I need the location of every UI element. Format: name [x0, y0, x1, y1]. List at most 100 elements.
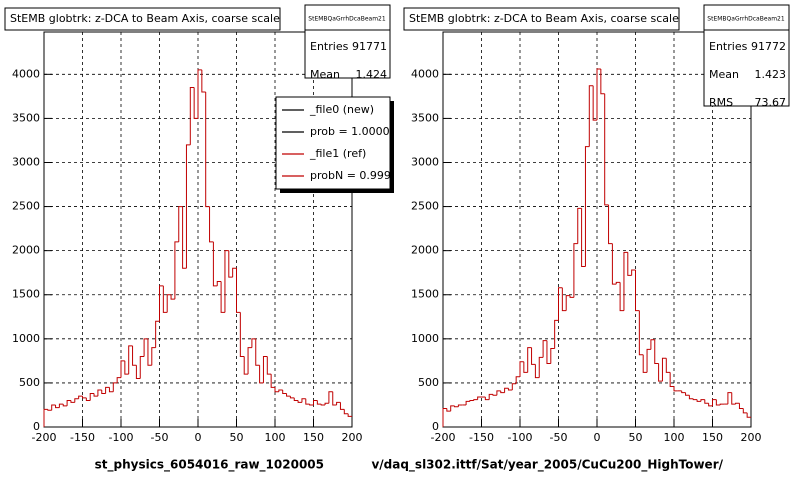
- histogram-bin: [558, 287, 563, 321]
- y-tick-label: 500: [19, 376, 40, 389]
- histogram-bin: [147, 338, 152, 366]
- legend-label: _file0 (new): [309, 103, 374, 116]
- histogram-bin: [631, 269, 636, 276]
- histogram-bin: [565, 295, 571, 311]
- histogram-bin: [708, 403, 713, 407]
- histogram-bin: [108, 387, 114, 393]
- histogram-bin: [289, 396, 295, 399]
- histogram-bin: [465, 400, 470, 405]
- y-tick-label: 2000: [411, 244, 439, 257]
- histogram-bin: [658, 363, 663, 382]
- histogram-bin: [642, 354, 648, 373]
- histogram-bin: [592, 85, 597, 121]
- histogram-bin: [97, 389, 102, 397]
- chart-title: StEMB globtrk: z-DCA to Beam Axis, coars…: [10, 12, 280, 25]
- histogram-bin: [132, 345, 137, 366]
- histogram-bin: [511, 383, 517, 390]
- histogram-bin: [635, 270, 640, 312]
- histogram-bin: [247, 347, 252, 375]
- x-tick-label: -100: [508, 431, 533, 444]
- histogram-bin: [116, 377, 121, 383]
- histogram-bin: [336, 401, 341, 405]
- histogram-bin: [696, 399, 701, 402]
- histogram-bin: [189, 87, 195, 145]
- histogram-bin: [488, 393, 494, 400]
- histogram-bin: [185, 144, 191, 269]
- histogram-bin: [619, 282, 624, 312]
- histogram-bin: [305, 398, 310, 405]
- histogram-bin: [554, 319, 559, 349]
- stats-label: RMS: [709, 96, 733, 109]
- x-axis-label: v/daq_sl302.ittf/Sat/year_2005/CuCu200_H…: [371, 458, 723, 473]
- histogram-bin: [673, 386, 678, 392]
- histogram-bin: [174, 241, 179, 300]
- histogram-bin: [484, 397, 490, 401]
- x-tick-label: -100: [109, 431, 134, 444]
- histogram-bin: [611, 243, 617, 285]
- histogram-bin: [212, 241, 218, 287]
- histogram-bin: [742, 408, 748, 414]
- histogram-bin: [216, 281, 222, 286]
- histogram-bin: [569, 295, 574, 298]
- histogram-bin: [262, 355, 268, 383]
- histogram-bin: [193, 87, 198, 119]
- histogram-bin: [228, 250, 233, 278]
- histogram-bin: [507, 388, 513, 391]
- histogram-bin: [62, 404, 68, 407]
- histogram-bin: [282, 389, 287, 394]
- y-tick-label: 1000: [12, 332, 40, 345]
- histogram-bin: [239, 312, 245, 357]
- histogram-bin: [255, 338, 260, 366]
- histogram-bin: [715, 399, 721, 406]
- legend-label: prob = 1.000000: [310, 125, 404, 138]
- x-tick-label: 200: [342, 431, 363, 444]
- y-tick-label: 0: [432, 420, 439, 433]
- histogram-bin: [442, 407, 447, 427]
- y-tick-label: 3500: [411, 111, 439, 124]
- histogram-bin: [320, 404, 326, 406]
- histogram-bin: [135, 365, 141, 380]
- stats-value: 73.67: [755, 96, 787, 109]
- histogram-bin: [692, 398, 698, 401]
- y-tick-label: 0: [33, 420, 40, 433]
- y-tick-label: 4000: [411, 67, 439, 80]
- histogram-bin: [220, 281, 225, 313]
- x-tick-label: 0: [594, 431, 601, 444]
- histogram-bin: [70, 400, 75, 403]
- x-tick-label: 0: [195, 431, 202, 444]
- histogram-bin: [124, 360, 129, 375]
- histogram-bin: [143, 338, 148, 357]
- histogram-bin: [128, 345, 133, 375]
- legend-label: _file1 (ref): [309, 147, 366, 160]
- histogram-bin: [236, 268, 241, 313]
- legend-items: _file0 (new) prob = 1.000000 _file1 (ref) p…: [282, 103, 404, 182]
- histogram-bin: [661, 357, 667, 382]
- histogram-bin: [596, 68, 601, 121]
- histogram-bin: [332, 391, 337, 406]
- histogram-bin: [584, 146, 590, 267]
- histogram-bin: [738, 403, 744, 409]
- histogram-bin: [209, 206, 214, 243]
- histogram-bin: [577, 207, 582, 244]
- histogram-bin: [615, 281, 621, 285]
- histogram-bin: [274, 387, 279, 393]
- histogram-bin: [301, 398, 306, 403]
- histogram-bin: [178, 206, 183, 242]
- histogram-bin: [243, 356, 249, 375]
- stats-name: StEMBQaGrrhDcaBeam21: [707, 16, 785, 23]
- histogram-bin: [259, 365, 264, 384]
- histogram-bin: [159, 285, 164, 322]
- histogram-bin: [201, 69, 206, 93]
- legend: [275, 96, 391, 190]
- histogram-bin: [457, 404, 463, 407]
- histogram-bin: [646, 348, 651, 373]
- histogram-bin: [266, 356, 272, 375]
- x-axis-label: st_physics_6054016_raw_1020005: [95, 458, 324, 473]
- histogram-bin: [534, 364, 540, 379]
- histogram-bin: [581, 208, 586, 268]
- histogram-bin: [519, 361, 524, 377]
- histogram-bin: [588, 85, 594, 147]
- histogram-bin: [638, 310, 644, 356]
- histogram-bin: [347, 413, 352, 417]
- histogram-bin: [170, 294, 175, 300]
